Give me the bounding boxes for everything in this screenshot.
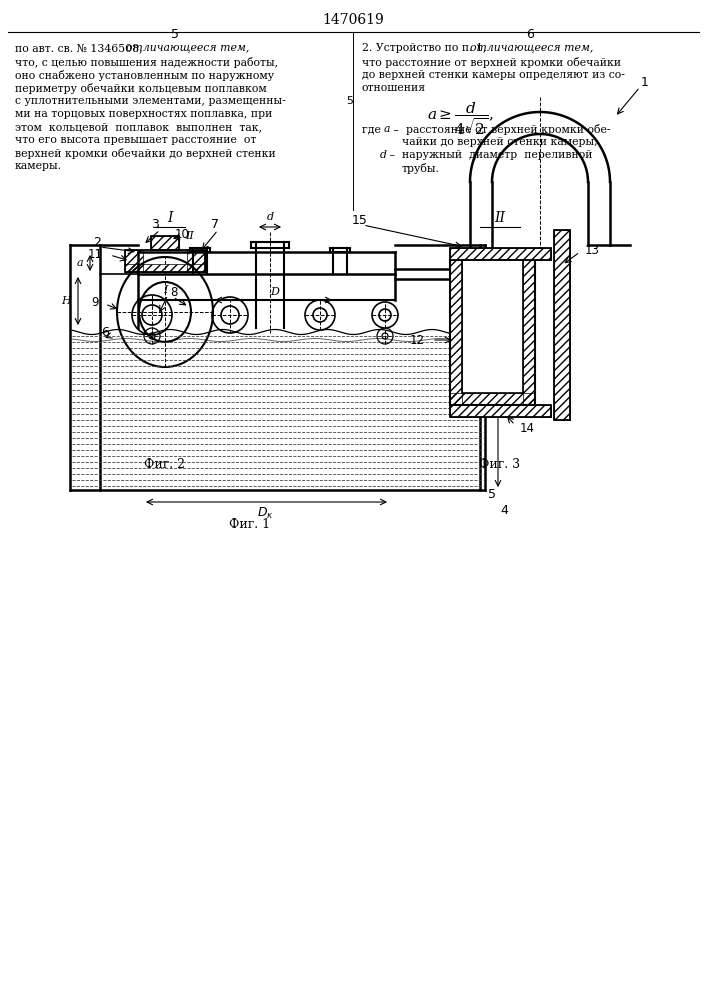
Bar bbox=[151, 236, 179, 250]
Text: где: где bbox=[362, 124, 385, 134]
Bar bbox=[450, 260, 462, 405]
Text: отношения: отношения bbox=[362, 83, 426, 93]
Text: что его высота превышает расстояние  от: что его высота превышает расстояние от bbox=[15, 135, 257, 145]
Bar bbox=[450, 405, 551, 417]
Text: Фиг. 3: Фиг. 3 bbox=[479, 458, 520, 472]
Text: D: D bbox=[271, 287, 279, 297]
Bar bbox=[151, 236, 179, 250]
Bar bbox=[450, 405, 551, 417]
Text: 8: 8 bbox=[170, 286, 177, 298]
Text: 5: 5 bbox=[346, 96, 354, 106]
Text: до верхней стенки камеры определяют из со-: до верхней стенки камеры определяют из с… bbox=[362, 70, 625, 80]
Bar bbox=[554, 230, 570, 420]
Text: 4: 4 bbox=[500, 504, 508, 516]
Text: 3: 3 bbox=[151, 219, 159, 232]
Text: 10: 10 bbox=[175, 229, 190, 241]
Bar bbox=[125, 250, 143, 272]
Text: по авт. св. № 1346508,: по авт. св. № 1346508, bbox=[15, 43, 146, 53]
Text: трубы.: трубы. bbox=[402, 163, 440, 174]
Text: с уплотнительными элементами, размещенны-: с уплотнительными элементами, размещенны… bbox=[15, 96, 286, 106]
Text: 15: 15 bbox=[352, 214, 368, 227]
Bar bbox=[462, 260, 523, 393]
Text: 1470619: 1470619 bbox=[322, 13, 384, 27]
Bar bbox=[125, 250, 205, 272]
Text: 11: 11 bbox=[88, 248, 103, 261]
Bar bbox=[450, 248, 551, 260]
Text: H: H bbox=[62, 296, 71, 306]
Text: 9: 9 bbox=[91, 296, 99, 308]
Text: 7: 7 bbox=[211, 219, 219, 232]
Text: a: a bbox=[384, 124, 390, 134]
Text: что, с целью повышения надежности работы,: что, с целью повышения надежности работы… bbox=[15, 57, 278, 68]
Text: 6: 6 bbox=[101, 326, 109, 340]
Text: ми на торцовых поверхностях поплавка, при: ми на торцовых поверхностях поплавка, пр… bbox=[15, 109, 272, 119]
Text: этом  кольцевой  поплавок  выполнен  так,: этом кольцевой поплавок выполнен так, bbox=[15, 122, 262, 132]
Text: h: h bbox=[503, 404, 510, 414]
Text: 5: 5 bbox=[488, 488, 496, 502]
Text: 2: 2 bbox=[93, 235, 101, 248]
Text: верхней кромки обечайки до верхней стенки: верхней кромки обечайки до верхней стенк… bbox=[15, 148, 276, 159]
Text: отличающееся тем,: отличающееся тем, bbox=[470, 43, 593, 53]
Bar bbox=[450, 393, 535, 405]
Text: периметру обечайки кольцевым поплавком: периметру обечайки кольцевым поплавком bbox=[15, 83, 267, 94]
Text: II: II bbox=[186, 231, 194, 241]
Text: камеры.: камеры. bbox=[15, 161, 62, 171]
Text: d: d bbox=[267, 212, 274, 222]
Text: I: I bbox=[163, 285, 167, 295]
Text: a: a bbox=[76, 258, 83, 268]
Text: $D_\kappa$: $D_\kappa$ bbox=[257, 506, 274, 521]
Text: 5: 5 bbox=[171, 27, 179, 40]
Text: 14: 14 bbox=[520, 422, 535, 436]
Text: отличающееся тем,: отличающееся тем, bbox=[126, 43, 250, 53]
Bar bbox=[450, 260, 535, 405]
Bar bbox=[450, 248, 551, 260]
Text: 2. Устройство по п. 1,: 2. Устройство по п. 1, bbox=[362, 43, 490, 53]
Text: что расстояние от верхней кромки обечайки: что расстояние от верхней кромки обечайк… bbox=[362, 57, 621, 68]
Bar bbox=[125, 264, 205, 272]
Bar bbox=[187, 250, 205, 272]
Text: чайки до верхней стенки камеры;: чайки до верхней стенки камеры; bbox=[402, 137, 597, 147]
Text: –  расстояние от верхней кромки обе-: – расстояние от верхней кромки обе- bbox=[390, 124, 611, 135]
Text: Фиг. 2: Фиг. 2 bbox=[144, 458, 185, 472]
Text: I: I bbox=[168, 211, 173, 225]
Text: 12: 12 bbox=[410, 334, 425, 347]
Text: 6: 6 bbox=[526, 27, 534, 40]
Text: $a \geq \dfrac{d}{4\sqrt{2}},$: $a \geq \dfrac{d}{4\sqrt{2}},$ bbox=[426, 100, 493, 137]
Text: 1: 1 bbox=[641, 76, 649, 89]
Text: d: d bbox=[380, 150, 387, 160]
Text: 13: 13 bbox=[585, 243, 600, 256]
Text: II: II bbox=[494, 211, 506, 225]
Bar bbox=[554, 230, 570, 420]
Bar bbox=[523, 260, 535, 405]
Text: Фиг. 1: Фиг. 1 bbox=[230, 518, 271, 532]
Text: –  наружный  диаметр  переливной: – наружный диаметр переливной bbox=[386, 150, 592, 160]
Text: оно снабжено установленным по наружному: оно снабжено установленным по наружному bbox=[15, 70, 274, 81]
